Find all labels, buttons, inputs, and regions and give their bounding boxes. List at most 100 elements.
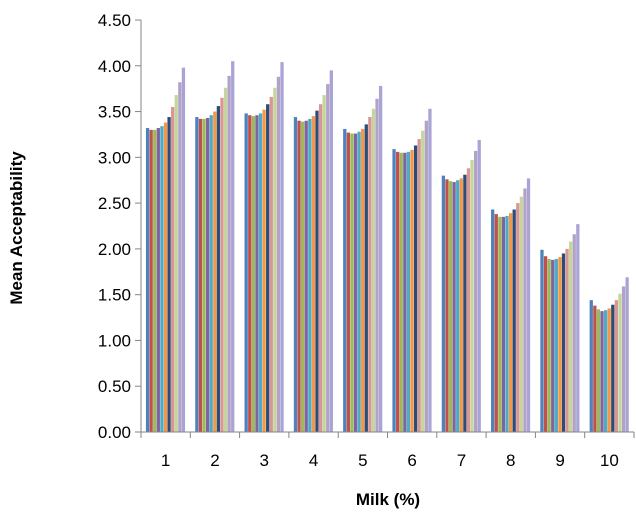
bar xyxy=(248,115,252,433)
bar xyxy=(304,120,308,432)
bar xyxy=(202,118,206,432)
bar xyxy=(477,139,481,432)
bar xyxy=(547,258,551,432)
bar xyxy=(572,234,576,432)
x-axis-ticks: 1 2 3 4 5 6 7 8 9 10 xyxy=(140,432,635,470)
bar xyxy=(466,168,471,432)
y-tick-label: 3.00 xyxy=(98,148,131,167)
bar xyxy=(262,109,266,433)
bar xyxy=(491,209,495,432)
bar xyxy=(353,133,358,433)
bar xyxy=(565,248,569,432)
bar xyxy=(195,117,199,432)
y-axis-title: Mean Acceptability xyxy=(7,151,26,305)
bar xyxy=(251,116,255,432)
bar xyxy=(428,108,432,432)
bar xyxy=(160,126,164,433)
bar xyxy=(421,130,425,432)
bar xyxy=(205,117,210,432)
bar xyxy=(308,118,312,432)
bar xyxy=(470,160,474,432)
bar xyxy=(516,203,520,432)
bar xyxy=(505,215,509,432)
x-tick-label: 3 xyxy=(260,451,269,470)
bar xyxy=(445,179,449,432)
bar xyxy=(508,213,513,432)
bar xyxy=(223,87,228,433)
bar xyxy=(561,253,566,432)
y-tick-label: 3.50 xyxy=(98,103,131,122)
bar xyxy=(227,75,231,433)
bar xyxy=(603,310,608,432)
bar xyxy=(456,180,460,432)
y-tick-label: 4.50 xyxy=(98,11,131,30)
bar xyxy=(611,304,615,432)
bar xyxy=(258,113,263,433)
bar xyxy=(417,139,421,432)
bar xyxy=(448,181,453,432)
bar xyxy=(441,175,446,432)
bar xyxy=(554,258,558,432)
bar xyxy=(220,97,224,433)
x-tick-label: 4 xyxy=(309,451,318,470)
bar xyxy=(593,305,597,432)
bar xyxy=(280,62,284,433)
bar xyxy=(378,85,383,433)
bar xyxy=(350,133,354,433)
bar xyxy=(329,70,333,432)
bar xyxy=(551,259,555,432)
bar xyxy=(607,308,611,432)
y-tick-label: 0.00 xyxy=(98,423,131,442)
bar xyxy=(181,67,186,432)
bar xyxy=(269,96,273,432)
bar xyxy=(231,61,235,432)
bar xyxy=(364,124,368,432)
bar xyxy=(322,95,326,432)
bar-series-group xyxy=(145,61,629,433)
x-axis-title: Milk (%) xyxy=(356,490,420,509)
bar xyxy=(498,216,502,432)
y-tick-label: 2.00 xyxy=(98,240,131,259)
bar xyxy=(276,76,281,433)
bar xyxy=(596,309,601,432)
bar xyxy=(600,311,604,432)
bar xyxy=(311,116,316,432)
bar xyxy=(519,196,523,432)
bar xyxy=(178,82,182,432)
bar xyxy=(413,145,418,433)
bar xyxy=(618,293,622,432)
bar xyxy=(463,174,467,432)
bar xyxy=(576,224,580,432)
bar xyxy=(473,150,478,432)
bar xyxy=(396,151,400,432)
bar xyxy=(301,121,305,433)
bar xyxy=(526,178,531,432)
bar xyxy=(406,151,411,432)
bar xyxy=(424,120,428,432)
bar xyxy=(244,113,248,433)
bar xyxy=(216,106,221,432)
bar xyxy=(293,117,298,432)
bar xyxy=(368,117,372,432)
bar xyxy=(209,115,213,433)
bar xyxy=(326,84,330,432)
bar xyxy=(403,152,407,432)
bar xyxy=(569,241,573,432)
bar xyxy=(494,214,498,432)
bar xyxy=(543,256,548,432)
bar xyxy=(255,115,259,433)
y-tick-label: 1.00 xyxy=(98,331,131,350)
bar xyxy=(558,257,562,432)
bar xyxy=(315,110,319,432)
x-tick-label: 2 xyxy=(210,451,219,470)
bar xyxy=(318,104,323,432)
bar xyxy=(625,277,629,432)
bar xyxy=(174,95,178,432)
y-axis-ticks: 0.00 0.50 1.00 1.50 2.00 2.50 3.00 3.50 4.00 4.50 xyxy=(98,11,141,442)
x-tick-label: 5 xyxy=(358,451,367,470)
bar xyxy=(614,300,619,432)
bar xyxy=(589,300,593,432)
bar xyxy=(452,182,456,432)
bar xyxy=(392,149,396,433)
